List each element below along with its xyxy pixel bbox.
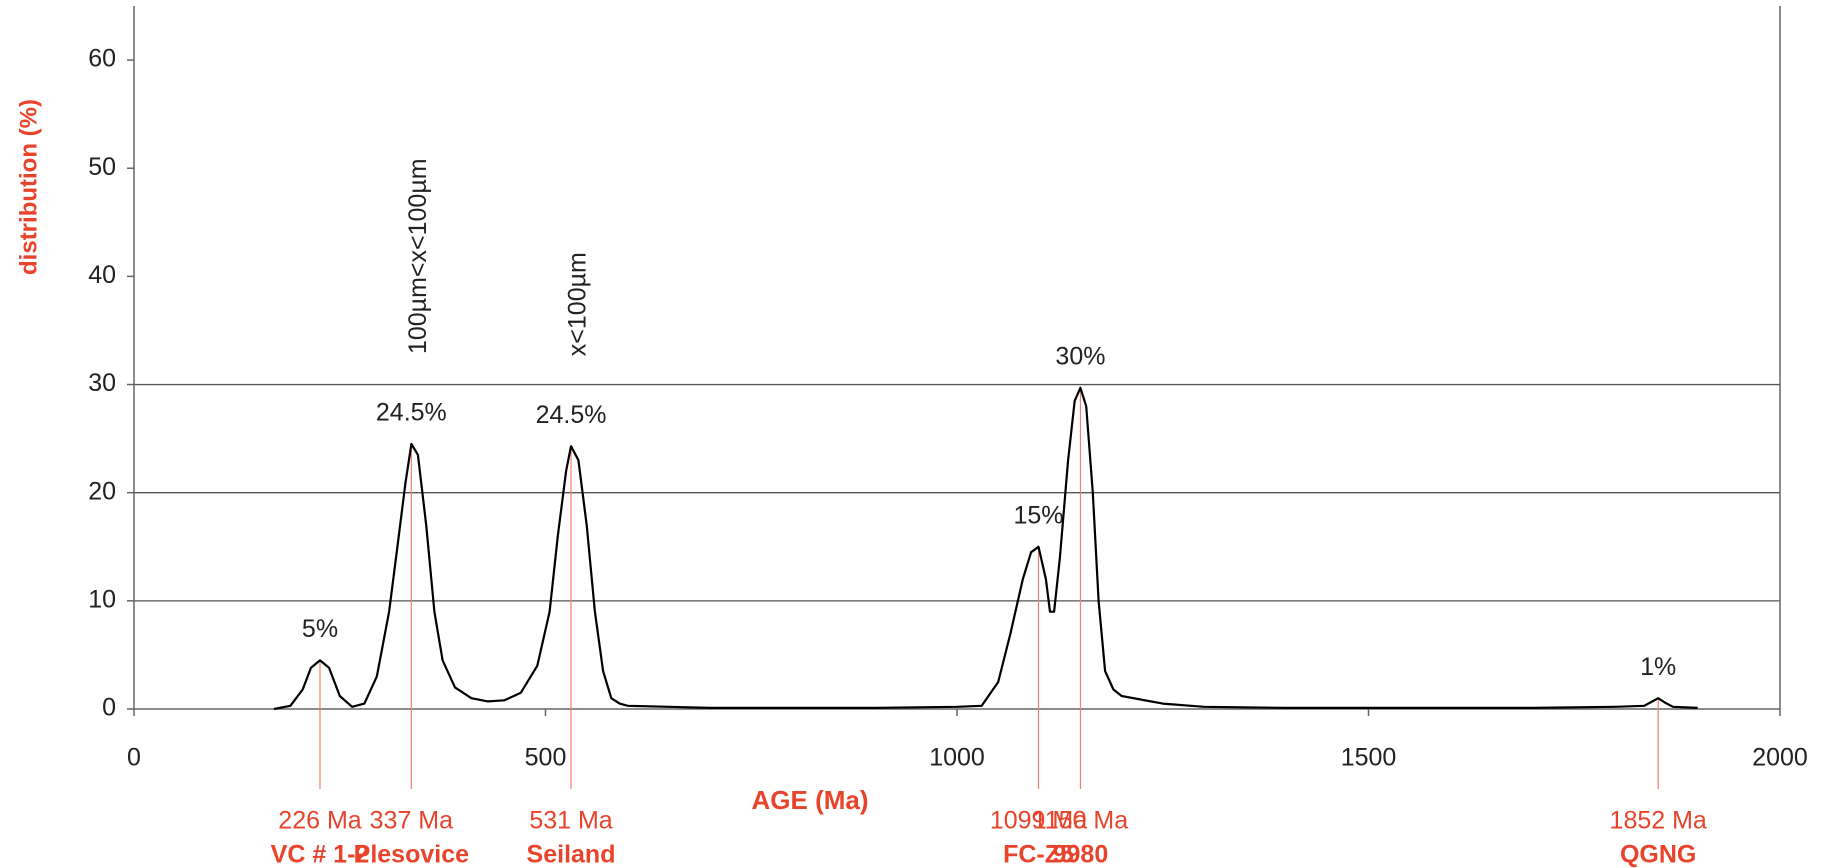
x-tick-label: 1500 [1341,744,1397,772]
size-label: x<100µm [564,252,592,356]
y-tick-label: 10 [88,585,116,613]
sample-name: Plesovice [354,841,469,868]
sample-name: Seiland [527,841,616,868]
peak-label: 24.5% [376,399,447,427]
age-label: 531 Ma [529,807,612,835]
x-tick-label: 0 [127,744,141,772]
y-tick-label: 0 [102,694,116,722]
peak-label: 24.5% [536,401,607,429]
x-tick-label: 2000 [1752,744,1808,772]
age-label: 337 Ma [370,807,453,835]
age-label: 1852 Ma [1610,807,1707,835]
sample-name: QGNG [1620,841,1696,868]
x-tick-label: 500 [525,744,567,772]
sample-name: 9980 [1053,841,1109,868]
y-tick-label: 40 [88,261,116,289]
peak-label: 30% [1055,342,1105,370]
y-tick-label: 60 [88,45,116,73]
distribution-curve [273,386,1698,711]
y-tick-label: 20 [88,477,116,505]
peak-label: 5% [302,615,338,643]
peak-label: 1% [1640,653,1676,681]
age-label: 1099 Ma [990,807,1087,835]
x-axis-title: AGE (Ma) [752,785,869,815]
age-label: 226 Ma [278,807,361,835]
y-axis-title: distribution (%) [15,99,42,275]
peak-label: 15% [1013,501,1063,529]
size-label: 100µm<x<100µm [404,158,432,354]
age-label: 1150 Ma [1033,807,1129,835]
sample-name: VC # 1-2 [271,841,370,868]
y-tick-label: 50 [88,153,116,181]
y-tick-label: 30 [88,369,116,397]
sample-name: FC-Z5 [1003,841,1074,868]
x-tick-label: 1000 [929,744,985,772]
